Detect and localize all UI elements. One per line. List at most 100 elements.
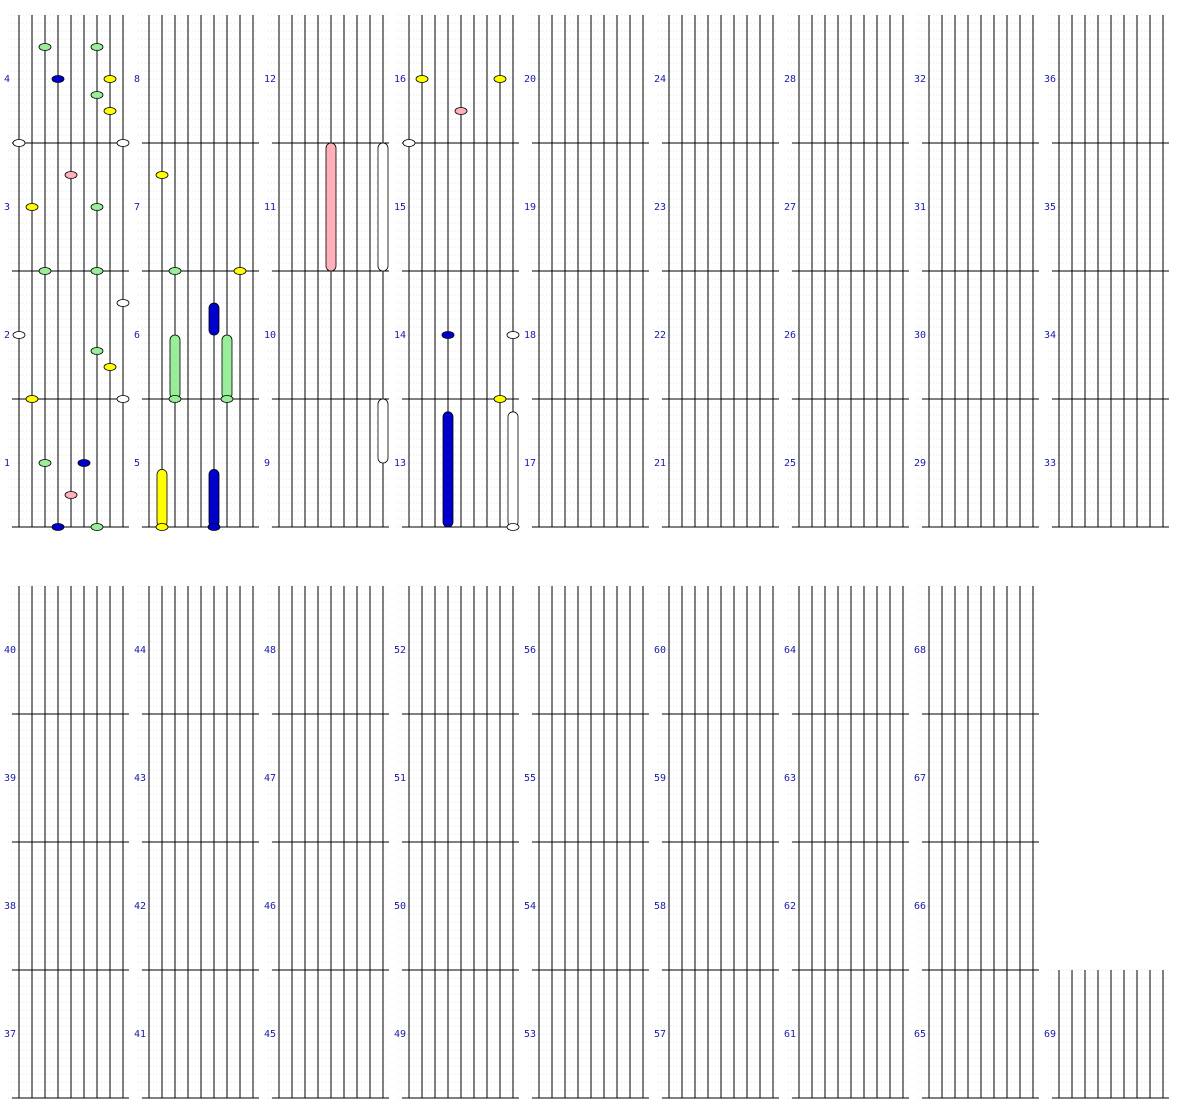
tap-note: [51, 523, 65, 531]
measure-number: 28: [784, 74, 796, 85]
measure-number: 15: [394, 202, 406, 213]
measure-number: 51: [394, 773, 406, 784]
measure-number: 61: [784, 1029, 796, 1040]
measure-number: 54: [524, 901, 536, 912]
measure-number: 4: [4, 74, 10, 85]
measure-number: 59: [654, 773, 666, 784]
measure-number: 43: [134, 773, 146, 784]
measure-number: 2: [4, 330, 10, 341]
hold-note: [221, 334, 233, 400]
measure-number: 30: [914, 330, 926, 341]
measure-number: 52: [394, 645, 406, 656]
measure-number: 55: [524, 773, 536, 784]
measure-number: 22: [654, 330, 666, 341]
measure-number: 45: [264, 1029, 276, 1040]
measure-number: 38: [4, 901, 16, 912]
measure-number: 31: [914, 202, 926, 213]
hold-note: [169, 334, 181, 400]
measure-number: 62: [784, 901, 796, 912]
tap-note: [25, 395, 39, 403]
measure-number: 68: [914, 645, 926, 656]
tap-note: [90, 43, 104, 51]
tap-note: [38, 43, 52, 51]
measure-number: 14: [394, 330, 406, 341]
tap-note: [116, 395, 130, 403]
measure-number: 39: [4, 773, 16, 784]
measure-number: 42: [134, 901, 146, 912]
measure-number: 60: [654, 645, 666, 656]
hold-note: [377, 142, 389, 272]
tap-note: [116, 139, 130, 147]
measure-number: 44: [134, 645, 146, 656]
tap-note: [90, 523, 104, 531]
measure-number: 25: [784, 458, 796, 469]
hold-note: [325, 142, 337, 272]
tap-note: [155, 171, 169, 179]
measure-number: 63: [784, 773, 796, 784]
measure-number: 67: [914, 773, 926, 784]
measure-number: 33: [1044, 458, 1056, 469]
tap-note: [207, 523, 221, 531]
tap-note: [506, 331, 520, 339]
measure-number: 40: [4, 645, 16, 656]
tap-note: [12, 139, 26, 147]
tap-note: [103, 363, 117, 371]
hold-note: [208, 302, 220, 336]
tap-note: [493, 75, 507, 83]
tap-note: [77, 459, 91, 467]
measure-number: 11: [264, 202, 276, 213]
hold-note: [156, 468, 168, 528]
tap-note: [233, 267, 247, 275]
measure-number: 53: [524, 1029, 536, 1040]
tap-note: [506, 523, 520, 531]
measure-number: 1: [4, 458, 10, 469]
measure-number: 21: [654, 458, 666, 469]
measure-number: 57: [654, 1029, 666, 1040]
tap-note: [38, 459, 52, 467]
measure-number: 58: [654, 901, 666, 912]
tap-note: [38, 267, 52, 275]
tap-note: [51, 75, 65, 83]
measure-number: 5: [134, 458, 140, 469]
tap-note: [103, 107, 117, 115]
measure-number: 35: [1044, 202, 1056, 213]
measure-number: 23: [654, 202, 666, 213]
tap-note: [25, 203, 39, 211]
tap-note: [168, 395, 182, 403]
measure-number: 37: [4, 1029, 16, 1040]
measure-number: 49: [394, 1029, 406, 1040]
measure-number: 19: [524, 202, 536, 213]
tap-note: [12, 331, 26, 339]
measure-number: 41: [134, 1029, 146, 1040]
measure-number: 9: [264, 458, 270, 469]
measure-number: 6: [134, 330, 140, 341]
measure-number: 16: [394, 74, 406, 85]
measure-number: 64: [784, 645, 796, 656]
measure-number: 7: [134, 202, 140, 213]
measure-number: 20: [524, 74, 536, 85]
tap-note: [90, 203, 104, 211]
measure-number: 34: [1044, 330, 1056, 341]
tap-note: [155, 523, 169, 531]
tap-note: [220, 395, 234, 403]
measure-number: 66: [914, 901, 926, 912]
tap-note: [64, 171, 78, 179]
hold-note: [377, 398, 389, 464]
hold-note: [507, 411, 519, 528]
tap-note: [64, 491, 78, 499]
tap-note: [402, 139, 416, 147]
measure-number: 10: [264, 330, 276, 341]
measure-number: 24: [654, 74, 666, 85]
tap-note: [415, 75, 429, 83]
hold-note: [208, 468, 220, 528]
measure-number: 50: [394, 901, 406, 912]
tap-note: [493, 395, 507, 403]
measure-number: 3: [4, 202, 10, 213]
tap-note: [168, 267, 182, 275]
hold-note: [442, 411, 454, 528]
measure-number: 65: [914, 1029, 926, 1040]
measure-number: 13: [394, 458, 406, 469]
measure-number: 8: [134, 74, 140, 85]
measure-number: 17: [524, 458, 536, 469]
